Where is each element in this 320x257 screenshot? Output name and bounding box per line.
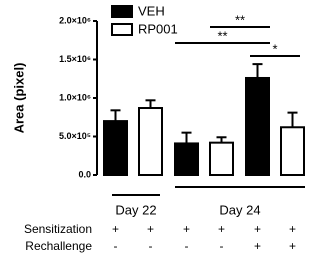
row-cell: - — [114, 239, 118, 253]
row-cell: + — [218, 222, 225, 236]
bar — [209, 141, 234, 177]
row-label: Rechallenge — [25, 239, 92, 253]
bar — [174, 142, 199, 176]
legend-label: RP001 — [138, 21, 178, 36]
significance-label: * — [272, 41, 277, 56]
row-cell: + — [289, 239, 296, 253]
significance-label: ** — [235, 12, 245, 27]
row-cell: + — [147, 222, 154, 236]
y-tick-label: 5.0×10⁵ — [59, 131, 91, 141]
row-cell: + — [183, 222, 190, 236]
row-cell: - — [220, 239, 224, 253]
y-tick-label: 1.0×10⁶ — [59, 92, 91, 102]
row-cell: + — [254, 239, 261, 253]
row-label: Sensitization — [24, 222, 92, 236]
group-label: Day 24 — [219, 202, 260, 217]
significance-label: ** — [217, 28, 227, 43]
row-cell: + — [254, 222, 261, 236]
y-tick-label: 1.5×10⁶ — [59, 54, 91, 64]
legend-swatch — [111, 23, 133, 36]
y-axis-label: Area (pixel) — [11, 63, 26, 134]
group-label: Day 22 — [115, 202, 156, 217]
legend-swatch — [111, 5, 133, 18]
row-cell: - — [149, 239, 153, 253]
y-tick-label: 0.0 — [78, 169, 91, 179]
bar — [245, 76, 270, 176]
row-cell: + — [112, 222, 119, 236]
bar — [280, 126, 305, 177]
legend-label: VEH — [138, 3, 165, 18]
row-cell: - — [185, 239, 189, 253]
row-cell: + — [289, 222, 296, 236]
bar — [138, 107, 163, 176]
bar — [103, 120, 128, 176]
y-tick-label: 2.0×10⁶ — [59, 15, 91, 25]
